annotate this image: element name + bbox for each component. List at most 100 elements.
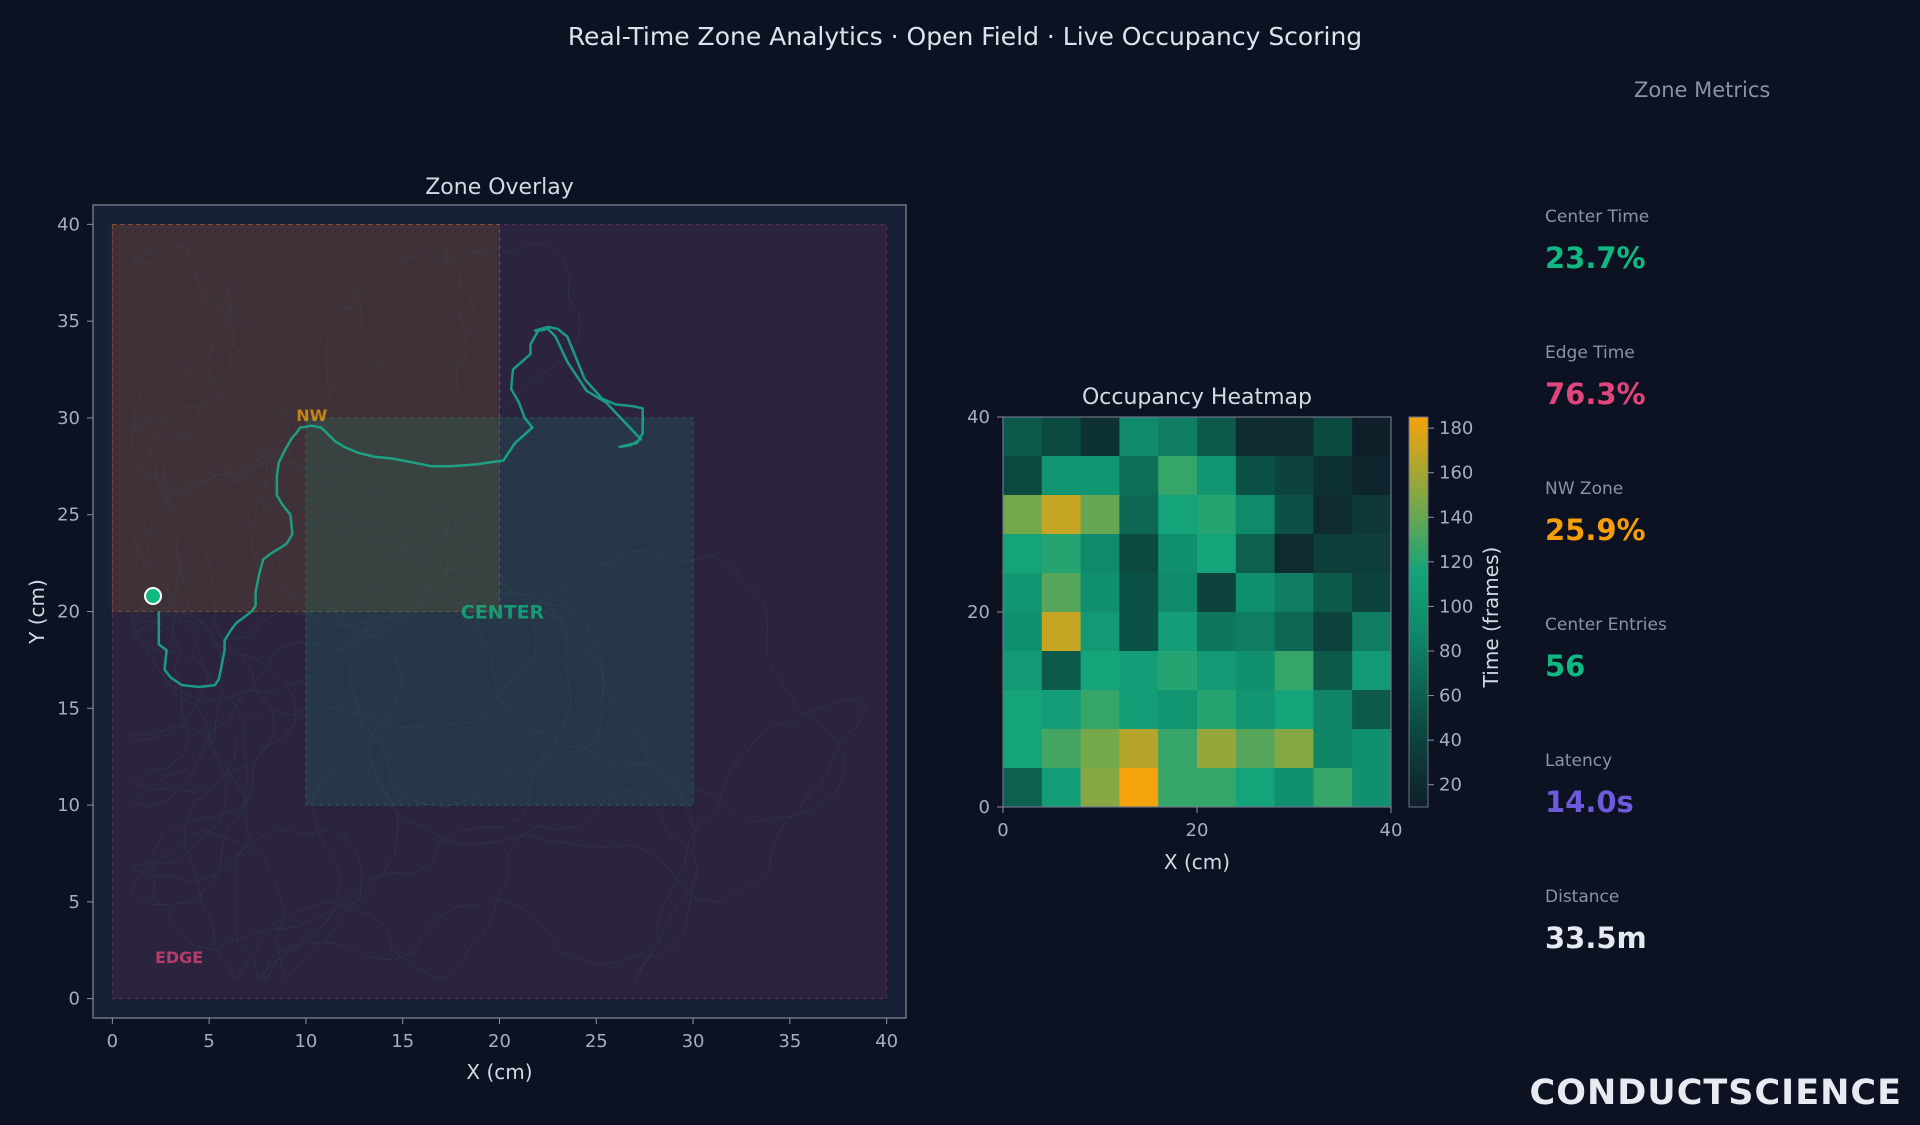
heatmap-cell [1352, 534, 1392, 574]
heatmap-cell [1197, 456, 1237, 496]
zone-center-rect [305, 417, 694, 806]
heatmap-cell [1352, 456, 1392, 496]
heatmap-cell [1352, 612, 1392, 652]
heatmap-cell [1197, 495, 1237, 535]
heatmap-cell [1158, 651, 1198, 691]
heatmap-x-tick-label: 20 [1186, 820, 1209, 841]
heatmap-cell [1041, 417, 1081, 457]
zone-x-axis-label: X (cm) [466, 1060, 532, 1084]
heatmap-cell [1041, 612, 1081, 652]
heatmap-cell [1119, 768, 1159, 808]
heatmap-cell [1003, 690, 1043, 730]
metric-label: NW Zone [1545, 479, 1624, 499]
heatmap-cell [1313, 534, 1353, 574]
heatmap-cell [1197, 729, 1237, 769]
heatmap-cell [1003, 768, 1043, 808]
animal-position-marker [144, 587, 163, 606]
zone-y-tick-label: 35 [57, 311, 80, 332]
heatmap-cell [1119, 690, 1159, 730]
metric-edge-time: Edge Time 76.3% [1545, 343, 1865, 411]
heatmap-cell [1041, 495, 1081, 535]
zone-chart-title: Zone Overlay [425, 175, 574, 200]
heatmap-cell [1041, 768, 1081, 808]
heatmap-cell [1197, 573, 1237, 613]
heatmap-y-tick-label: 20 [967, 602, 990, 623]
zone-y-tick-label: 25 [57, 505, 80, 526]
heatmap-cell [1158, 690, 1198, 730]
heatmap-cell [1119, 534, 1159, 574]
zone-x-tick-label: 40 [875, 1031, 898, 1052]
colorbar-tick-label: 100 [1439, 596, 1473, 617]
zone-y-tick-label: 0 [69, 989, 80, 1010]
heatmap-cell [1119, 651, 1159, 691]
zone-axis-ticks: 0 5 10 15 20 25 30 35 40 0 5 10 15 20 25 30 35 40 [57, 214, 898, 1052]
heatmap-cell [1197, 768, 1237, 808]
zone-edge-rect [111, 223, 888, 1000]
metric-distance: Distance 33.5m [1545, 887, 1865, 955]
heatmap-cell [1080, 495, 1120, 535]
heatmap-cell [1041, 651, 1081, 691]
zone-plot-area [92, 204, 907, 1019]
heatmap-cell [1352, 417, 1392, 457]
zone-x-tick-label: 25 [585, 1031, 608, 1052]
heatmap-cell [1119, 729, 1159, 769]
heatmap-cell [1158, 534, 1198, 574]
zone-y-tick-label: 40 [57, 214, 80, 235]
heatmap-cell [1313, 768, 1353, 808]
metric-label: Latency [1545, 751, 1613, 771]
heatmap-cell [1313, 612, 1353, 652]
metric-value: 33.5m [1545, 921, 1647, 955]
heatmap-cell [1197, 534, 1237, 574]
heatmap-cell [1003, 612, 1043, 652]
heatmap-cell [1352, 651, 1392, 691]
heatmap-cell [1080, 612, 1120, 652]
heatmap-cell [1080, 573, 1120, 613]
zone-y-axis-label: Y (cm) [25, 579, 49, 645]
metrics-panel-title: Zone Metrics [1634, 78, 1771, 102]
heatmap-cell [1080, 456, 1120, 496]
heatmap-cell [1235, 690, 1275, 730]
heatmap-cell [1235, 456, 1275, 496]
heatmap-cell [1041, 729, 1081, 769]
heatmap-cell [1352, 495, 1392, 535]
colorbar-label: Time (frames) [1479, 547, 1503, 689]
heatmap-cell [1158, 768, 1198, 808]
heatmap-cell [1274, 534, 1314, 574]
heatmap-cell [1274, 456, 1314, 496]
metric-label: Distance [1545, 887, 1620, 907]
heatmap-cell [1313, 573, 1353, 613]
colorbar-tick-label: 160 [1439, 463, 1473, 484]
heatmap-x-tick-label: 0 [997, 820, 1008, 841]
zone-x-tick-label: 35 [778, 1031, 801, 1052]
heatmap-cell [1274, 573, 1314, 613]
zone-x-tick-label: 10 [294, 1031, 317, 1052]
heatmap-cell [1003, 495, 1043, 535]
zone-rectangles [111, 223, 888, 1000]
heatmap-axis-ticks: 0 20 40 0 20 40 [967, 407, 1402, 841]
metric-nw-zone: NW Zone 25.9% [1545, 479, 1865, 547]
heatmap-cell [1119, 612, 1159, 652]
colorbar [1408, 416, 1429, 808]
metric-center-time: Center Time 23.7% [1545, 207, 1865, 275]
heatmap-cell [1274, 768, 1314, 808]
trajectory-trail [157, 325, 644, 689]
metric-label: Edge Time [1545, 343, 1635, 363]
heatmap-cell [1080, 534, 1120, 574]
heatmap-cell [1352, 729, 1392, 769]
heatmap-cell [1235, 495, 1275, 535]
zone-center-label: CENTER [461, 602, 545, 624]
zone-y-tick-label: 30 [57, 408, 80, 429]
heatmap-cell [1003, 456, 1043, 496]
heatmap-cell [1003, 534, 1043, 574]
colorbar-tick-label: 40 [1439, 730, 1462, 751]
heatmap-cell [1158, 573, 1198, 613]
heatmap-cell [1197, 651, 1237, 691]
metric-value: 25.9% [1545, 513, 1646, 547]
colorbar-tick-label: 60 [1439, 686, 1462, 707]
heatmap-cell [1158, 417, 1198, 457]
heatmap-cell [1274, 417, 1314, 457]
heatmap-cell [1197, 690, 1237, 730]
heatmap-cell [1235, 417, 1275, 457]
heatmap-cell [1274, 651, 1314, 691]
heatmap-y-tick-label: 40 [967, 407, 990, 428]
